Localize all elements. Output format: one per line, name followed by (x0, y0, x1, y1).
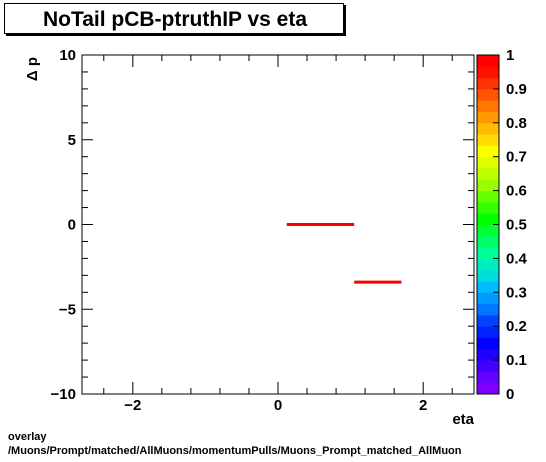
palette-band (477, 303, 499, 316)
palette-label: 0 (506, 386, 514, 403)
palette-band (477, 77, 499, 90)
y-tick-label: −5 (59, 301, 76, 318)
palette-band (477, 168, 499, 180)
palette-band (477, 55, 499, 67)
palette-band (477, 360, 499, 372)
palette-label: 0.4 (506, 250, 528, 267)
palette-band (477, 134, 499, 146)
palette-label: 0.9 (506, 81, 527, 98)
chart-title: NoTail pCB-ptruthIP vs eta (42, 8, 308, 31)
chart-title-box: NoTail pCB-ptruthIP vs eta (4, 3, 344, 34)
plot-frame (81, 54, 475, 395)
palette-band (477, 190, 499, 203)
footer-line-1: overlay (8, 431, 47, 443)
palette-label: 0.6 (506, 183, 527, 200)
palette-band (477, 337, 499, 350)
palette-band (477, 247, 499, 259)
y-tick-label: 0 (68, 217, 76, 234)
palette-label: 0.3 (506, 284, 527, 301)
palette-band (477, 111, 499, 124)
palette-band (477, 179, 499, 192)
palette-label: 0.2 (506, 318, 527, 335)
y-tick-label: 10 (59, 47, 76, 64)
palette-label: 0.1 (506, 352, 527, 369)
palette-band (477, 281, 499, 293)
palette-band (477, 314, 499, 327)
x-tick-label: −2 (124, 397, 141, 414)
footer-line-2: /Muons/Prompt/matched/AllMuons/momentumP… (8, 445, 462, 457)
y-tick-label: 5 (68, 132, 76, 149)
y-axis-label: Δ p (24, 57, 41, 81)
palette-band (477, 145, 499, 158)
palette-band (477, 201, 499, 214)
x-axis-label: eta (452, 411, 474, 428)
palette-band (477, 371, 499, 384)
palette-band (477, 213, 499, 225)
footer-path: overlay /Muons/Prompt/matched/AllMuons/m… (8, 430, 546, 458)
palette-band (477, 235, 499, 248)
palette-band (477, 100, 499, 112)
y-tick-label: −10 (51, 386, 76, 403)
x-tick-label: 0 (274, 397, 282, 414)
palette-band (477, 348, 499, 361)
palette-label: 0.7 (506, 149, 527, 166)
palette-label: 0.8 (506, 115, 527, 132)
palette-band (477, 66, 499, 79)
palette-band (477, 326, 499, 338)
palette-band (477, 88, 499, 101)
palette-band (477, 292, 499, 305)
palette-label: 1 (506, 47, 514, 64)
x-tick-label: 2 (419, 397, 427, 414)
palette-band (477, 122, 499, 135)
palette-band (477, 224, 499, 237)
palette-band (477, 156, 499, 169)
palette-label: 0.5 (506, 217, 527, 234)
palette-band (477, 382, 499, 395)
palette-band (477, 258, 499, 271)
palette-band (477, 269, 499, 282)
